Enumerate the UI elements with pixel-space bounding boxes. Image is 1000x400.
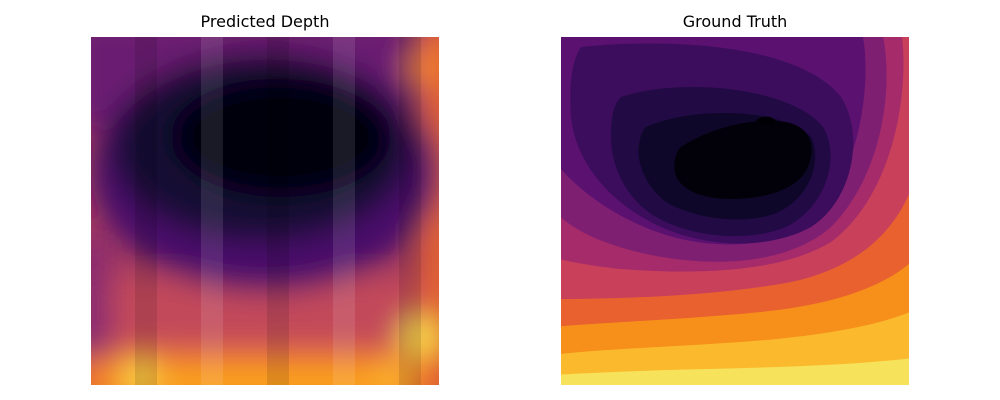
ground-truth-heatmap [561, 37, 909, 385]
predicted-depth-heatmap [91, 37, 439, 385]
predicted-depth-panel: Predicted Depth [91, 0, 439, 400]
predicted-depth-title: Predicted Depth [200, 12, 330, 31]
ground-truth-panel: Ground Truth [561, 0, 909, 400]
ground-truth-title: Ground Truth [682, 12, 788, 31]
